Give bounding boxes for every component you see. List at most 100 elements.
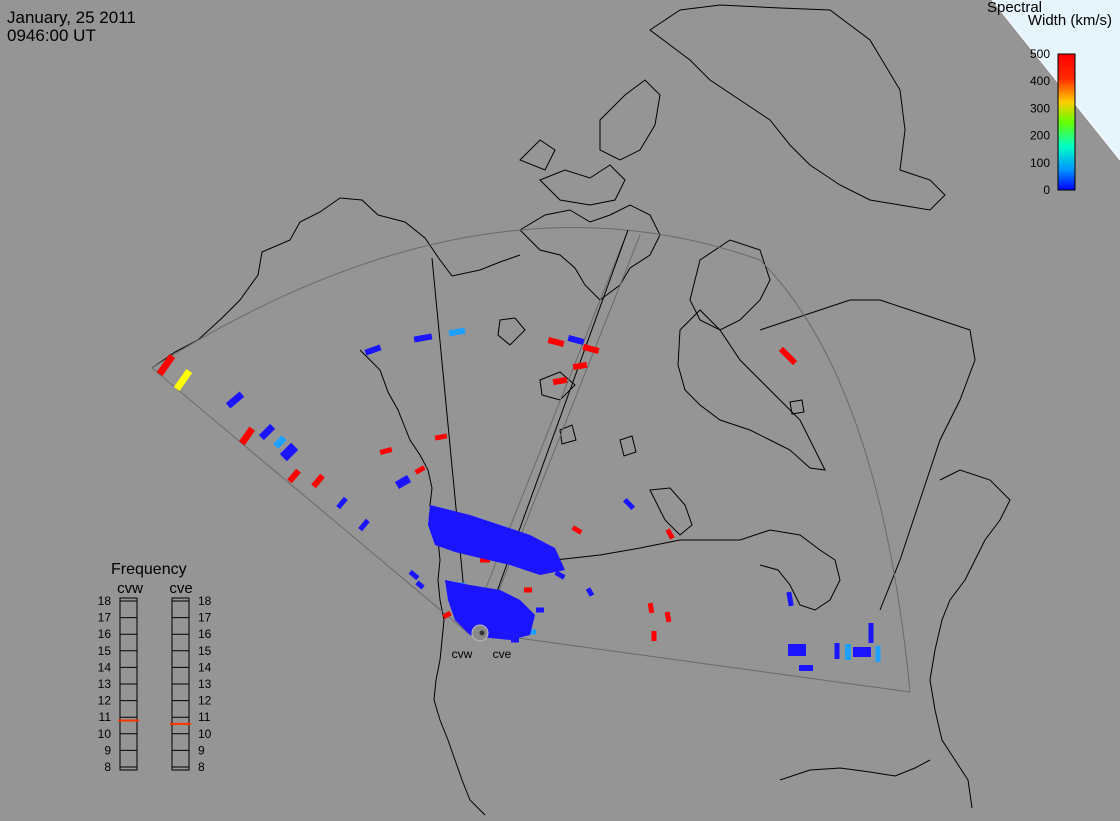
site-label-cvw: cvw xyxy=(452,647,473,661)
echo-cell xyxy=(408,569,420,581)
echo-cell xyxy=(511,637,519,643)
echo-cell xyxy=(572,361,588,371)
echo-cell xyxy=(853,647,871,657)
echo-cell xyxy=(415,580,425,590)
echo-cell xyxy=(238,426,256,446)
echo-cell xyxy=(156,353,176,377)
echo-cell xyxy=(379,447,393,455)
colorbar-tick-label: 100 xyxy=(1030,156,1050,170)
time-label: 0946:00 UT xyxy=(7,26,96,45)
colorbar-tick-label: 400 xyxy=(1030,74,1050,88)
echo-cell xyxy=(536,607,544,613)
freq-tick-label-right: 13 xyxy=(198,677,212,691)
colorbar-title-line1: Spectral xyxy=(986,0,1042,16)
site-label-cve: cve xyxy=(493,647,512,661)
echo-cell xyxy=(394,475,412,489)
echo-cell xyxy=(358,518,370,532)
colorbar-tick-label: 300 xyxy=(1030,101,1050,115)
freq-tick-label-left: 10 xyxy=(98,727,112,741)
freq-radar-label-cvw: cvw xyxy=(117,580,143,597)
echo-cell xyxy=(567,335,585,345)
cvw-fov-edge xyxy=(431,257,469,634)
echo-cell xyxy=(651,631,657,641)
colorbar: 500 400 300 200 100 0 xyxy=(1030,47,1076,197)
echo-cluster xyxy=(428,505,565,640)
freq-tick-label-left: 18 xyxy=(98,594,112,608)
radar-site-center xyxy=(479,630,485,636)
date-label: January, 25 2011 xyxy=(7,8,136,27)
freq-tick-label-left: 11 xyxy=(99,710,112,724)
coastlines xyxy=(151,4,1011,816)
colorbar-tick-label: 200 xyxy=(1030,129,1050,143)
echo-cell xyxy=(173,368,193,392)
colorbar-title-line2: Width (km/s) xyxy=(1027,12,1112,29)
cve-fov-edge xyxy=(481,229,629,634)
freq-tick-label-left: 13 xyxy=(98,677,112,691)
freq-tick-label-left: 17 xyxy=(98,611,112,625)
echo-cell xyxy=(799,665,813,671)
echo-cell xyxy=(442,610,452,620)
echo-cell xyxy=(834,643,840,659)
colorbar-ticks: 500 400 300 200 100 0 xyxy=(1030,47,1050,197)
echo-cell xyxy=(311,473,325,489)
echo-cell xyxy=(788,644,806,656)
freq-tick-label-right: 15 xyxy=(198,644,212,658)
freq-tick-label-left: 8 xyxy=(104,760,111,774)
echo-cell xyxy=(225,391,245,409)
echo-cell xyxy=(554,570,566,580)
freq-tick-label-right: 14 xyxy=(198,660,212,674)
radar-field-of-view xyxy=(151,227,911,693)
freq-tick-label-right: 11 xyxy=(198,710,211,724)
echo-cell xyxy=(622,497,636,511)
echo-cell xyxy=(414,465,426,475)
colorbar-tick-label: 0 xyxy=(1043,183,1050,197)
polar-edge xyxy=(991,0,1120,161)
echo-cell xyxy=(647,602,655,614)
colorbar-tick-label: 500 xyxy=(1030,47,1050,61)
site-labels: cvw cve xyxy=(452,647,512,661)
echo-cell xyxy=(279,442,299,462)
echo-cell xyxy=(273,435,287,449)
echo-cell xyxy=(778,346,798,366)
freq-tick-label-left: 16 xyxy=(98,627,112,641)
freq-tick-label-left: 9 xyxy=(104,743,111,757)
colorbar-gradient xyxy=(1057,53,1076,191)
echo-cell xyxy=(571,525,583,535)
echo-cell xyxy=(413,333,433,343)
freq-tick-label-right: 16 xyxy=(198,627,212,641)
echo-cell xyxy=(448,327,466,337)
echo-cell xyxy=(868,623,874,643)
echo-cell xyxy=(585,587,595,597)
echo-cell xyxy=(786,591,794,607)
freq-tick-label-left: 15 xyxy=(98,644,112,658)
echo-cell xyxy=(845,644,851,660)
echo-cell xyxy=(582,344,600,354)
echo-cell xyxy=(287,468,301,484)
frequency-scales: 18 18 17 17 16 16 15 15 14 14 13 13 12 12 11 11 10 10 9 9 8 8 xyxy=(98,594,212,774)
echo-cell xyxy=(434,433,448,441)
freq-tick-label-left: 14 xyxy=(98,660,112,674)
echo-cell xyxy=(664,611,672,623)
freq-tick-label-right: 8 xyxy=(198,760,205,774)
echo-cell xyxy=(552,376,568,386)
echo-cell xyxy=(524,587,532,593)
freq-tick-label-right: 18 xyxy=(198,594,212,608)
echo-cell xyxy=(875,646,881,662)
radar-echoes xyxy=(156,327,881,671)
freq-tick-label-right: 12 xyxy=(198,694,212,708)
echo-cell xyxy=(480,557,490,563)
freq-tick-label-right: 9 xyxy=(198,743,205,757)
echo-cell xyxy=(547,337,565,347)
freq-radar-label-cve: cve xyxy=(169,580,192,597)
echo-cell xyxy=(258,423,276,441)
freq-tick-label-right: 10 xyxy=(198,727,212,741)
echo-cell xyxy=(528,629,536,635)
echo-cell xyxy=(336,496,348,510)
freq-tick-label-right: 17 xyxy=(198,611,212,625)
frequency-title: Frequency xyxy=(111,561,187,578)
frequency-panel: cvw cve 18 18 17 17 16 16 15 15 14 14 13 13 12 12 11 11… xyxy=(98,580,212,774)
echo-cell xyxy=(364,344,382,356)
echo-cell xyxy=(665,528,675,540)
